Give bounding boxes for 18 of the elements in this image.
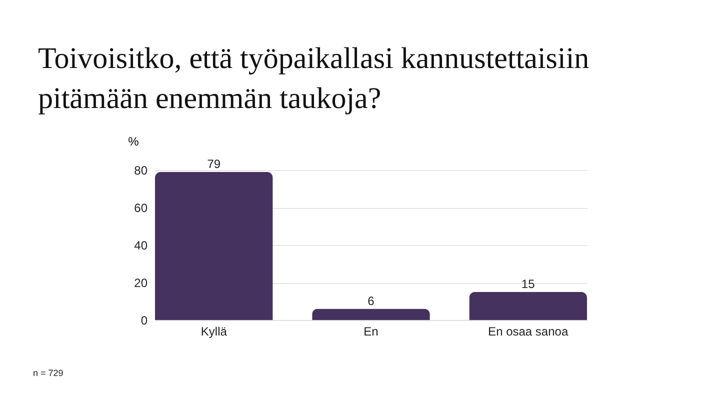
y-tick-label: 40 [134, 238, 148, 252]
y-axis-title: % [128, 134, 140, 148]
data-label: 15 [521, 276, 536, 291]
text: pitämään enemmän taukoja? [38, 82, 382, 115]
bar [312, 308, 430, 320]
y-tick-label: 20 [134, 276, 148, 290]
y-tick-label: 80 [134, 164, 148, 178]
x-tick-label: En [364, 324, 378, 338]
x-tick-label: En osaa sanoa [488, 324, 568, 338]
bar [155, 172, 273, 320]
y-tick-label: 0 [140, 314, 148, 328]
x-tick-label: Kyllä [200, 324, 228, 338]
data-label: 6 [368, 294, 375, 308]
data-label: 79 [207, 156, 221, 171]
y-tick-label: 60 [134, 201, 148, 215]
text: Toivoisitko, että työpaikallasi kannustettaisiin [38, 42, 590, 75]
text: n = 729 [33, 368, 64, 378]
bar [469, 292, 587, 320]
